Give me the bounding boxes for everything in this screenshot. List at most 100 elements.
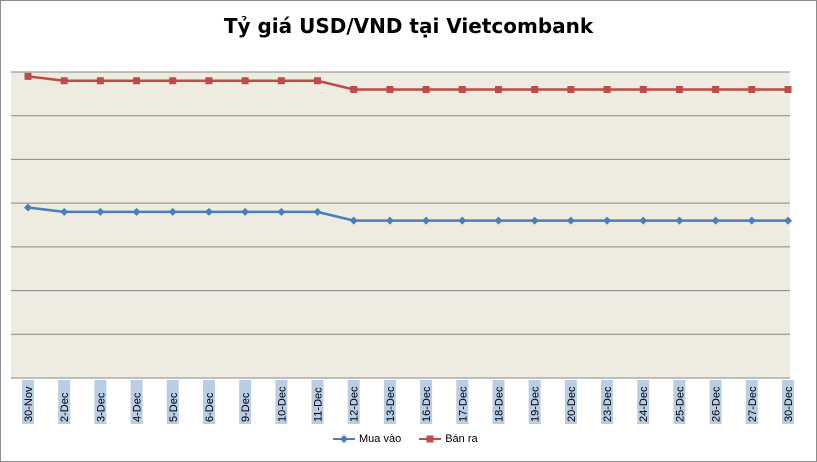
- data-point-diamond: [349, 216, 358, 225]
- data-point-square: [712, 85, 720, 93]
- x-tick-label-background: [456, 380, 469, 424]
- x-tick-label-background: [58, 380, 71, 424]
- x-tick-label-background: [383, 380, 396, 424]
- x-tick-label: 25-Dec: [674, 386, 686, 422]
- x-tick-label: 27-Dec: [747, 386, 759, 422]
- legend-square-marker-icon: [419, 435, 442, 443]
- data-point-square: [314, 77, 322, 85]
- data-point-square: [639, 85, 647, 93]
- x-tick-label: 26-Dec: [711, 386, 723, 422]
- x-tick-label: 16-Dec: [421, 386, 433, 422]
- x-tick-label: 10-Dec: [276, 386, 288, 422]
- x-tick-label: 18-Dec: [493, 386, 505, 422]
- x-tick-label-background: [202, 380, 215, 424]
- data-point-square: [169, 77, 177, 85]
- x-tick-label-background: [94, 380, 107, 424]
- chart-title: Tỷ giá USD/VND tại Vietcombank: [223, 14, 594, 38]
- x-tick-label-background: [166, 380, 179, 424]
- data-point-diamond: [277, 207, 286, 216]
- data-point-square: [784, 85, 792, 93]
- x-tick-label: 24-Dec: [638, 386, 650, 422]
- plot-area: [11, 72, 790, 378]
- data-point-square: [458, 85, 466, 93]
- legend: Mua vào Bán ra: [333, 433, 496, 445]
- series-line: [27, 75, 788, 91]
- x-tick-label-background: [709, 380, 722, 424]
- x-tick-label: 19-Dec: [530, 386, 542, 422]
- x-tick-label-background: [601, 380, 614, 424]
- x-tick-label-background: [492, 380, 505, 424]
- legend-item-series-2: Bán ra: [419, 433, 478, 445]
- data-point-diamond: [639, 216, 648, 225]
- data-point-square: [96, 77, 104, 85]
- data-point-square: [748, 85, 756, 93]
- data-point-diamond: [385, 216, 394, 225]
- x-tick-label: 30-Dec: [783, 386, 795, 422]
- x-tick-label-background: [347, 380, 360, 424]
- data-point-square: [60, 77, 68, 85]
- series-2: [24, 72, 792, 93]
- data-point-diamond: [603, 216, 612, 225]
- data-point-square: [133, 77, 141, 85]
- data-point-square: [494, 85, 502, 93]
- data-point-diamond: [458, 216, 467, 225]
- data-point-diamond: [784, 216, 792, 225]
- x-tick-label-background: [311, 380, 324, 424]
- data-point-square: [386, 85, 394, 93]
- x-tick-label-background: [564, 380, 577, 424]
- x-tick-label: 4-Dec: [132, 392, 144, 422]
- x-tick-label: 3-Dec: [95, 392, 107, 422]
- x-tick-label: 5-Dec: [168, 392, 180, 422]
- x-tick-label-background: [130, 380, 143, 424]
- legend-label-series-2: Bán ra: [445, 433, 478, 445]
- data-point-square: [603, 85, 611, 93]
- data-point-square: [24, 72, 32, 80]
- legend-label-series-1: Mua vào: [359, 433, 402, 445]
- series-layer: [24, 72, 792, 225]
- data-point-diamond: [494, 216, 503, 225]
- data-point-square: [241, 77, 249, 85]
- x-tick-label-background: [782, 380, 794, 424]
- series-1: [24, 203, 792, 225]
- data-point-square: [531, 85, 539, 93]
- x-tick-label: 2-Dec: [59, 392, 71, 422]
- x-tick-label: 20-Dec: [566, 386, 578, 422]
- data-point-diamond: [96, 207, 105, 216]
- data-point-square: [422, 85, 430, 93]
- data-point-square: [567, 85, 575, 93]
- data-point-square: [675, 85, 683, 93]
- data-point-square: [205, 77, 213, 85]
- x-tick-label: 23-Dec: [602, 386, 614, 422]
- data-point-diamond: [530, 216, 539, 225]
- series-line: [27, 206, 788, 222]
- data-point-diamond: [747, 216, 756, 225]
- x-tick-label: 9-Dec: [240, 392, 252, 422]
- x-tick-label-background: [420, 380, 433, 424]
- x-tick-label: 12-Dec: [349, 386, 361, 422]
- legend-diamond-marker-icon: [333, 435, 355, 443]
- data-point-diamond: [241, 207, 250, 216]
- x-tick-label-background: [745, 380, 758, 424]
- data-point-square: [277, 77, 285, 85]
- legend-item-series-1: Mua vào: [333, 433, 401, 445]
- x-tick-label: 30-Nov: [23, 386, 35, 422]
- x-tick-label-background: [528, 380, 541, 424]
- data-point-diamond: [24, 203, 32, 212]
- data-point-diamond: [711, 216, 720, 225]
- data-point-diamond: [675, 216, 684, 225]
- x-tick-label-background: [275, 380, 288, 424]
- data-point-diamond: [422, 216, 431, 225]
- x-tick-label: 17-Dec: [457, 386, 469, 422]
- x-tick-label-background: [673, 380, 686, 424]
- data-point-diamond: [204, 207, 213, 216]
- x-tick-label-background: [239, 380, 252, 424]
- data-point-square: [350, 85, 358, 93]
- x-tick-label-background: [637, 380, 650, 424]
- data-point-diamond: [313, 207, 322, 216]
- x-tick-label: 6-Dec: [204, 392, 216, 422]
- data-point-diamond: [566, 216, 575, 225]
- data-point-diamond: [132, 207, 141, 216]
- x-tick-label-background: [22, 380, 34, 424]
- x-tick-label: 11-Dec: [313, 387, 325, 422]
